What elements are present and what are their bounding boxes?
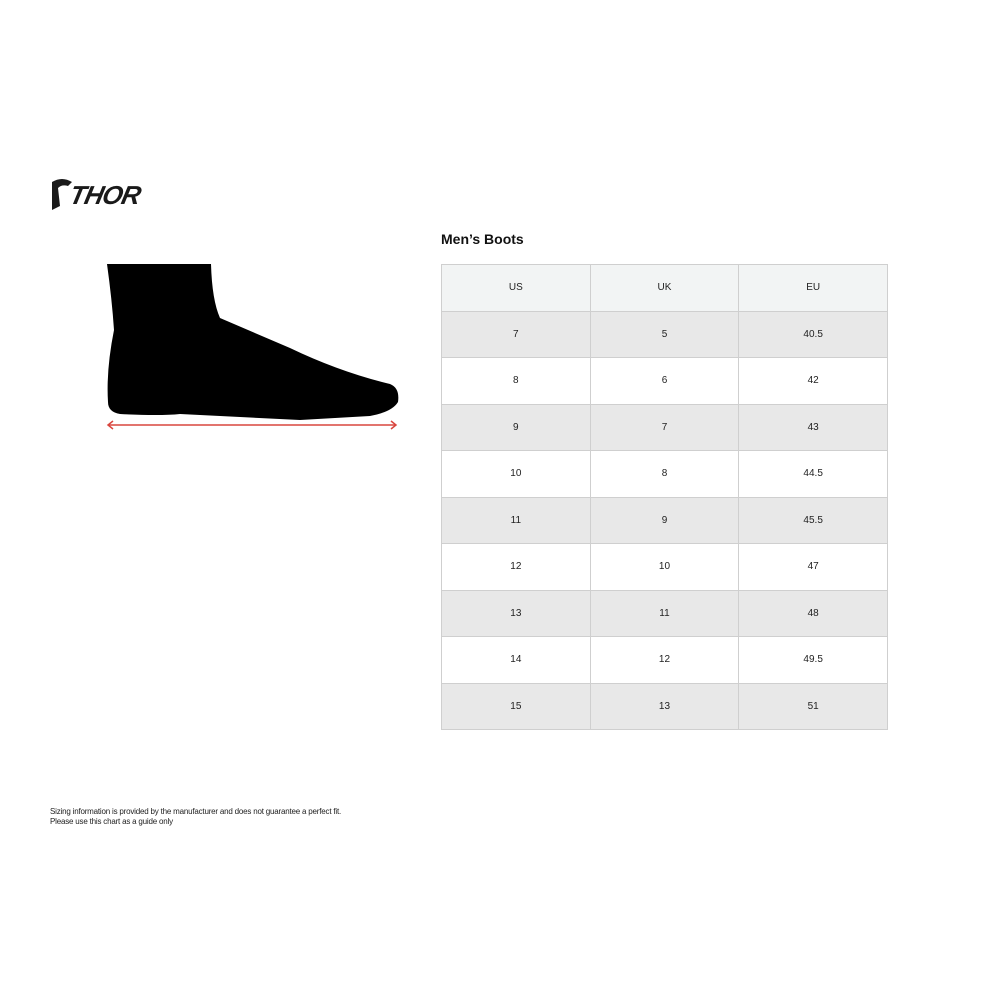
size-table: US UK EU 7 5 40.5 8 6 42 9 7 43 10 8 44.5 11 9 45.5 12 1…: [441, 264, 888, 730]
table-header-row: US UK EU: [441, 264, 888, 312]
cell-eu: 49.5: [738, 636, 888, 684]
cell-uk: 13: [589, 682, 740, 730]
foot-silhouette: [107, 264, 399, 420]
cell-us: 14: [441, 636, 591, 684]
table-row: 9 7 43: [441, 403, 888, 451]
cell-uk: 9: [589, 496, 740, 544]
table-row: 10 8 44.5: [441, 450, 888, 498]
header-uk: UK: [589, 264, 740, 312]
cell-us: 9: [441, 403, 591, 451]
thor-logo: THOR: [66, 180, 143, 210]
cell-us: 11: [441, 496, 591, 544]
cell-eu: 40.5: [738, 310, 888, 358]
table-row: 15 13 51: [441, 682, 888, 730]
chart-title: Men’s Boots: [441, 231, 524, 247]
cell-eu: 42: [738, 357, 888, 405]
cell-uk: 10: [589, 543, 740, 591]
cell-uk: 12: [589, 636, 740, 684]
header-us: US: [441, 264, 591, 312]
cell-us: 15: [441, 682, 591, 730]
cell-uk: 5: [589, 310, 740, 358]
table-row: 13 11 48: [441, 589, 888, 637]
table-row: 14 12 49.5: [441, 636, 888, 684]
cell-us: 13: [441, 589, 591, 637]
cell-us: 10: [441, 450, 591, 498]
cell-us: 7: [441, 310, 591, 358]
cell-eu: 47: [738, 543, 888, 591]
cell-eu: 51: [738, 682, 888, 730]
table-row: 7 5 40.5: [441, 310, 888, 358]
cell-uk: 8: [589, 450, 740, 498]
disclaimer: Sizing information is provided by the ma…: [50, 807, 341, 827]
table-row: 8 6 42: [441, 357, 888, 405]
cell-uk: 11: [589, 589, 740, 637]
header-eu: EU: [738, 264, 888, 312]
cell-eu: 44.5: [738, 450, 888, 498]
cell-eu: 43: [738, 403, 888, 451]
cell-uk: 6: [589, 357, 740, 405]
cell-us: 12: [441, 543, 591, 591]
foot-measurement-illustration: [106, 264, 399, 430]
disclaimer-line-1: Sizing information is provided by the ma…: [50, 807, 342, 816]
cell-us: 8: [441, 357, 591, 405]
disclaimer-line-2: Please use this chart as a guide only: [50, 817, 173, 826]
table-row: 11 9 45.5: [441, 496, 888, 544]
table-row: 12 10 47: [441, 543, 888, 591]
cell-eu: 48: [738, 589, 888, 637]
cell-uk: 7: [589, 403, 740, 451]
thor-logo-helmet-icon: [52, 179, 72, 210]
cell-eu: 45.5: [738, 496, 888, 544]
length-arrow-icon: [106, 420, 398, 430]
